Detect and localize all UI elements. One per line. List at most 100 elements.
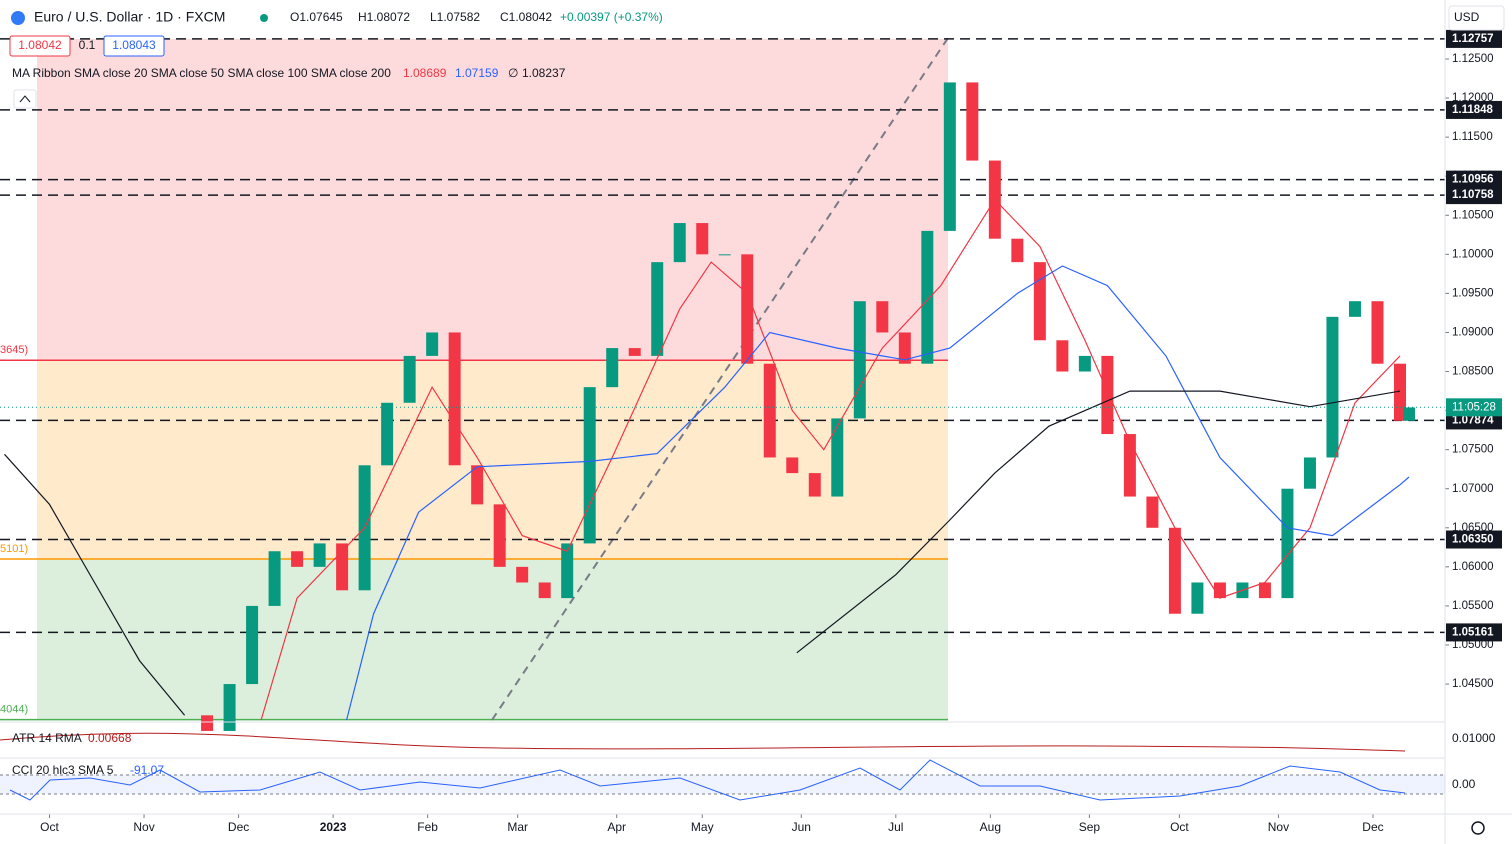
x-tick-label: Nov: [133, 820, 154, 834]
y-tick-label: 1.08500: [1452, 366, 1494, 378]
buy-price[interactable]: 1.08043: [112, 38, 156, 52]
ma-line: [346, 265, 1410, 721]
candle: [741, 254, 754, 364]
y-tick-label: 1.09500: [1452, 287, 1494, 299]
candle: [1258, 582, 1271, 599]
sell-price[interactable]: 1.08042: [18, 38, 62, 52]
level-label: 1.12757: [1452, 33, 1494, 45]
x-tick-label: Dec: [228, 820, 249, 834]
level-tag: [1446, 186, 1502, 205]
candle: [1326, 316, 1339, 458]
y-tick-label: 1.11500: [1452, 131, 1493, 143]
y-tick-label: 1.07000: [1452, 483, 1494, 495]
y-tick-label: 1.10000: [1452, 248, 1494, 260]
candle: [943, 82, 956, 231]
candle: [921, 230, 934, 364]
candle: [786, 457, 799, 474]
candle: [1281, 488, 1294, 599]
candle: [696, 223, 709, 255]
candle: [313, 543, 326, 567]
trend-line: [491, 37, 949, 721]
x-tick-label: Dec: [1362, 820, 1383, 834]
x-tick-label: Feb: [417, 820, 438, 834]
atr-axis-label: 0.01000: [1452, 731, 1496, 745]
candle: [516, 566, 529, 583]
level-tag: [1446, 623, 1502, 642]
candle: [426, 332, 439, 356]
candle: [1191, 582, 1204, 614]
indicator-value: 1.08237: [522, 66, 566, 80]
candle: [403, 355, 416, 403]
candle: [1078, 355, 1091, 372]
level-tag: [1446, 530, 1502, 549]
candle: [808, 473, 821, 497]
candle: [1393, 363, 1406, 421]
candle: [673, 223, 686, 263]
spread: 0.1: [79, 38, 96, 52]
level-label: 1.11848: [1452, 104, 1494, 116]
candle: [448, 332, 461, 466]
level-label: 1.06350: [1452, 534, 1494, 546]
candle: [291, 551, 304, 567]
fib-label: 5101): [0, 543, 28, 555]
candle: [628, 348, 641, 356]
level-tag: [1446, 29, 1502, 48]
y-tick-label: 1.04500: [1452, 678, 1494, 690]
fib-label: 4044): [0, 704, 28, 716]
collapse-icon: [19, 95, 31, 103]
level-tag: [1446, 170, 1502, 189]
cci-label: CCI 20 hlc3 SMA 5: [12, 763, 114, 777]
x-tick-label: Oct: [1170, 820, 1189, 834]
market-status: [260, 14, 268, 22]
fib-zone: [37, 558, 948, 720]
cci-line: [9, 759, 1406, 801]
x-tick-label: Jun: [792, 820, 811, 834]
fib-zone: [37, 360, 948, 559]
candle: [898, 332, 911, 364]
level-label: 1.05161: [1452, 626, 1494, 638]
buy-box[interactable]: [103, 35, 165, 57]
collapse-button[interactable]: [13, 89, 37, 109]
candle: [201, 715, 214, 731]
candle: [583, 387, 596, 544]
level-label: 1.10956: [1452, 174, 1494, 186]
candle: [1371, 301, 1384, 364]
indicator-value: 1.07159: [455, 66, 499, 80]
x-tick-label: Nov: [1268, 820, 1289, 834]
sell-box[interactable]: [9, 35, 71, 57]
ohlc-open: O1.07645: [290, 10, 343, 24]
ohlc-close: C1.08042: [500, 10, 552, 24]
y-tick-label: 1.05000: [1452, 639, 1494, 651]
ma-line: [260, 198, 1401, 721]
candle: [1101, 355, 1114, 435]
candle: [538, 582, 551, 599]
candle: [1033, 262, 1046, 341]
candle: [493, 504, 506, 567]
candle: [1213, 582, 1226, 599]
x-tick-label: Aug: [980, 820, 1001, 834]
y-tick-label: 1.05500: [1452, 600, 1494, 612]
fib-label: 3645): [0, 344, 28, 356]
candle: [1348, 301, 1361, 317]
fib-zone: [37, 38, 948, 361]
x-tick-label: Sep: [1079, 820, 1101, 834]
ohlc-high: H1.08072: [358, 10, 410, 24]
currency-button[interactable]: [1448, 5, 1505, 31]
x-tick-label: Mar: [507, 820, 528, 834]
candle: [223, 684, 236, 731]
currency[interactable]: USD: [1454, 10, 1480, 24]
atr-value: 0.00668: [88, 731, 132, 745]
cci-value: -91.07: [130, 763, 164, 777]
ohlc-low: L1.07582: [430, 10, 480, 24]
candle: [561, 543, 574, 599]
candle: [1011, 238, 1024, 263]
y-tick-label: 1.09000: [1452, 326, 1494, 338]
atr-label: ATR 14 RMA: [12, 731, 82, 745]
atr-line: [0, 732, 1406, 752]
candle: [1123, 434, 1136, 497]
settings-icon[interactable]: [1471, 821, 1485, 835]
candle: [853, 301, 866, 419]
candle: [876, 301, 889, 333]
